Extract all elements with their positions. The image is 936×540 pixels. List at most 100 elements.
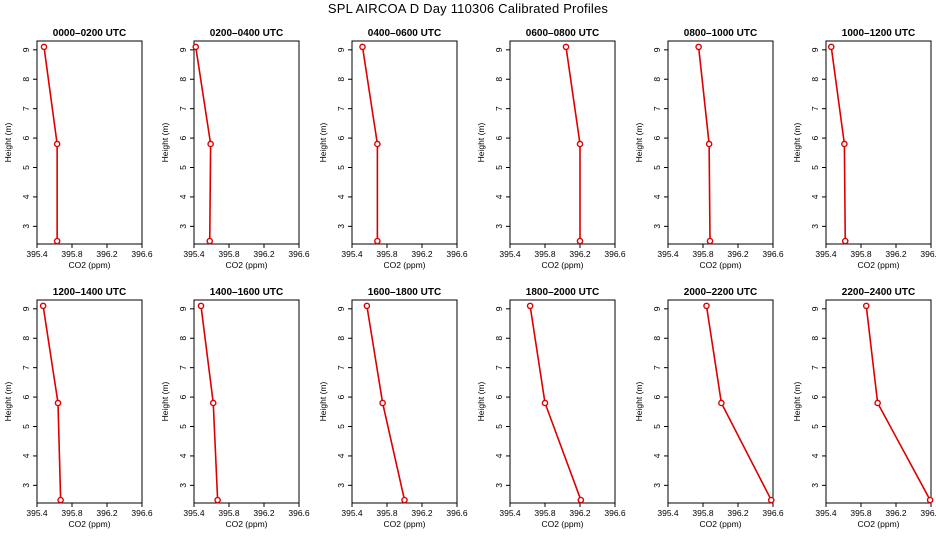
chart-panel: 1200–1400 UTC 395.4 395.8 396.2 396.6 3 4 5 6 7 8 9…	[3, 287, 153, 529]
x-tick-label: 396.2	[411, 249, 433, 259]
y-tick-label: 3	[494, 483, 504, 488]
y-tick-label: 7	[652, 106, 662, 111]
y-tick-label: 4	[178, 194, 188, 199]
x-tick-label: 395.4	[26, 508, 48, 518]
y-tick-label: 9	[336, 47, 346, 52]
chart-panel: 0400–0600 UTC 395.4 395.8 396.2 396.6 3 4 5 6 7 8 9…	[318, 28, 468, 270]
data-point	[40, 43, 48, 51]
y-axis-label: Height (m)	[476, 382, 486, 422]
y-tick-label: 8	[178, 77, 188, 82]
y-tick-label: 9	[178, 306, 188, 311]
x-axis-label: CO2 (ppm)	[699, 260, 741, 270]
series-line	[705, 305, 772, 501]
y-tick-label: 6	[178, 135, 188, 140]
y-tick-label: 4	[494, 194, 504, 199]
x-tick-label: 396.2	[253, 508, 275, 518]
y-axis-label: Height (m)	[634, 123, 644, 163]
data-point	[526, 302, 534, 310]
x-tick-label: 395.8	[534, 508, 556, 518]
plot-frame	[825, 299, 932, 504]
y-tick-label: 4	[810, 453, 820, 458]
panel-title: 1000–1200 UTC	[842, 28, 915, 39]
y-tick-label: 9	[652, 306, 662, 311]
y-tick-label: 9	[810, 47, 820, 52]
y-tick-label: 3	[810, 483, 820, 488]
data-point	[197, 302, 205, 310]
y-tick-label: 3	[21, 224, 31, 229]
data-point	[862, 302, 870, 310]
x-tick-label: 395.8	[61, 508, 83, 518]
panel-title: 1400–1600 UTC	[210, 287, 283, 298]
data-point	[206, 237, 214, 245]
data-point	[363, 302, 371, 310]
y-tick-label: 3	[178, 224, 188, 229]
y-tick-label: 3	[336, 483, 346, 488]
y-tick-label: 4	[652, 194, 662, 199]
x-tick-label: 396.2	[411, 508, 433, 518]
data-point	[841, 140, 848, 148]
y-axis-label: Height (m)	[3, 123, 13, 163]
plot-frame	[509, 40, 616, 245]
x-tick-label: 396.2	[727, 508, 749, 518]
plot-frame	[667, 299, 774, 504]
plot-frame	[193, 40, 300, 245]
plot-frame	[509, 299, 616, 504]
data-point	[695, 43, 702, 51]
y-tick-label: 7	[21, 106, 31, 111]
y-tick-label: 7	[336, 365, 346, 370]
x-tick-label: 395.8	[376, 249, 398, 259]
y-axis-label: Height (m)	[318, 123, 328, 163]
y-tick-label: 4	[652, 453, 662, 458]
y-tick-label: 3	[21, 483, 31, 488]
data-point	[192, 43, 200, 51]
data-point	[207, 140, 214, 148]
x-tick-label: 396.6	[446, 508, 468, 518]
data-point	[577, 496, 585, 504]
y-tick-label: 8	[21, 336, 31, 341]
data-point	[841, 237, 849, 245]
y-tick-label: 7	[178, 365, 188, 370]
x-tick-label: 395.8	[692, 249, 714, 259]
x-axis-label: CO2 (ppm)	[541, 260, 583, 270]
y-tick-label: 8	[336, 77, 346, 82]
y-tick-label: 7	[336, 106, 346, 111]
y-tick-label: 5	[178, 424, 188, 429]
data-point	[54, 399, 62, 407]
x-tick-label: 395.4	[341, 508, 363, 518]
chart-panel: 1800–2000 UTC 395.4 395.8 396.2 396.6 3 4 5 6 7 8 9…	[476, 287, 626, 529]
y-tick-label: 6	[652, 394, 662, 399]
y-tick-label: 7	[178, 106, 188, 111]
y-tick-label: 8	[652, 336, 662, 341]
x-tick-label: 395.8	[850, 249, 872, 259]
x-tick-label: 396.6	[920, 249, 936, 259]
y-tick-label: 6	[336, 135, 346, 140]
y-tick-label: 7	[810, 365, 820, 370]
x-tick-label: 396.6	[920, 508, 936, 518]
y-tick-label: 4	[336, 194, 346, 199]
y-tick-label: 5	[494, 165, 504, 170]
x-axis-label: CO2 (ppm)	[857, 260, 899, 270]
x-tick-label: 395.4	[341, 249, 363, 259]
y-tick-label: 8	[21, 77, 31, 82]
x-tick-label: 396.2	[885, 508, 907, 518]
chart-panel: 0000–0200 UTC 395.4 395.8 396.2 396.6 3 4 5 6 7 8 9…	[3, 28, 153, 270]
y-tick-label: 9	[810, 306, 820, 311]
y-tick-label: 3	[494, 224, 504, 229]
data-point	[53, 237, 61, 245]
y-axis-label: Height (m)	[160, 123, 170, 163]
y-tick-label: 8	[494, 77, 504, 82]
y-tick-label: 6	[652, 135, 662, 140]
panel-title: 0800–1000 UTC	[684, 28, 757, 39]
y-tick-label: 6	[810, 394, 820, 399]
data-point	[576, 237, 584, 245]
chart-panel: 0800–1000 UTC 395.4 395.8 396.2 396.6 3 4 5 6 7 8 9…	[634, 28, 784, 270]
y-tick-label: 4	[336, 453, 346, 458]
chart-panel: 0200–0400 UTC 395.4 395.8 396.2 396.6 3 4 5 6 7 8 9…	[160, 28, 310, 270]
x-axis-label: CO2 (ppm)	[68, 260, 110, 270]
y-tick-label: 9	[336, 306, 346, 311]
y-tick-label: 9	[652, 47, 662, 52]
x-axis-label: CO2 (ppm)	[383, 260, 425, 270]
x-tick-label: 395.4	[815, 508, 837, 518]
panel-title: 1800–2000 UTC	[526, 287, 599, 298]
y-tick-label: 3	[652, 483, 662, 488]
